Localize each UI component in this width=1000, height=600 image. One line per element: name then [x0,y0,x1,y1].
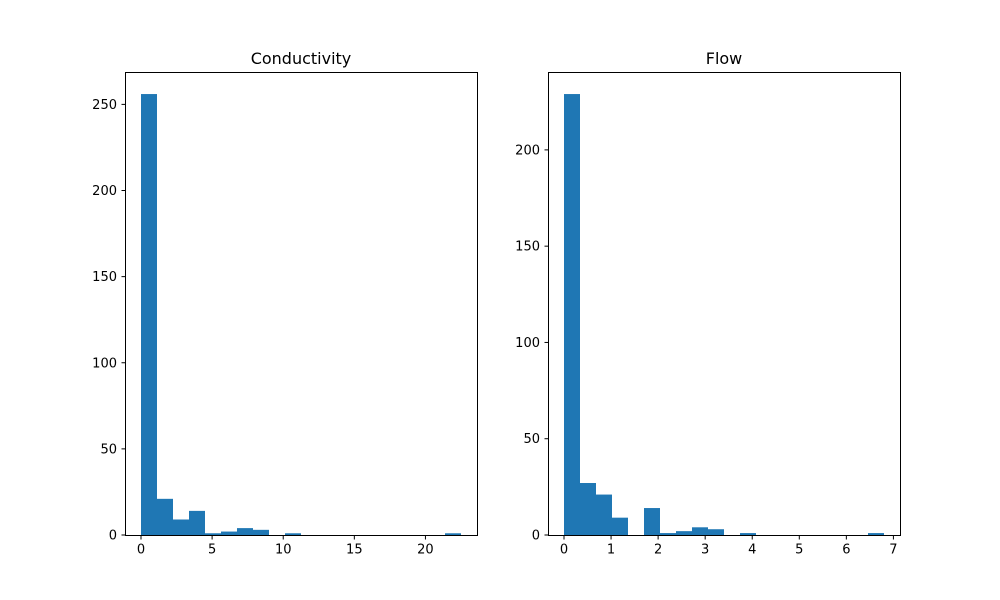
conductivity-y-tick-label: 0 [109,529,117,544]
conductivity-x-tick-label: 5 [208,543,216,558]
flow-histogram-bar [692,527,708,535]
flow-x-tick-label: 5 [795,543,803,558]
conductivity-x-tick-label: 10 [275,543,292,558]
conductivity-x-tick-label: 20 [417,543,434,558]
flow-histogram-bar [612,517,628,535]
flow-x-tick-label: 2 [654,543,662,558]
conductivity-y-tick-label: 200 [92,184,117,199]
flow-y-tick-label: 150 [515,240,540,255]
flow-x-tick-label: 7 [889,543,897,558]
flow-histogram-bar [580,483,596,535]
flow-x-tick-label: 6 [842,543,850,558]
conductivity-histogram-bar [157,498,173,535]
flow-x-tick-label: 4 [748,543,756,558]
flow-histogram-bar [644,508,660,535]
conductivity-y-tick-label: 50 [100,442,117,457]
flow-histogram-bar [660,533,676,535]
flow-y-tick-label: 50 [523,432,540,447]
flow-histogram-bar [596,494,612,535]
conductivity-histogram-title: Conductivity [251,49,352,68]
conductivity-x-tick-label: 15 [346,543,363,558]
flow-histogram-bar [868,533,884,535]
flow-histogram-bar [740,533,756,535]
conductivity-y-tick-label: 250 [92,98,117,113]
conductivity-y-tick-label: 150 [92,270,117,285]
conductivity-histogram-bar [221,531,237,535]
conductivity-axes-frame [125,72,478,536]
conductivity-histogram-bar [173,519,189,535]
conductivity-histogram-bar [141,94,157,536]
conductivity-y-tick-label: 100 [92,356,117,371]
conductivity-histogram-bar [285,533,301,535]
conductivity-x-tick-label: 0 [137,543,145,558]
flow-x-tick-label: 0 [560,543,568,558]
conductivity-histogram-bar [253,529,269,535]
conductivity-histogram-bar [189,510,205,535]
flow-y-tick-label: 100 [515,336,540,351]
flow-histogram-panel: Flow 0 1 2 3 4 5 6 7 0 50 100 150 200 [515,49,901,558]
flow-histogram-bar [676,531,692,535]
flow-y-tick-label: 0 [532,529,540,544]
flow-histogram-bar [708,529,724,535]
flow-histogram-title: Flow [706,49,743,68]
flow-axes-frame [548,72,901,536]
conductivity-histogram-bar [237,528,253,535]
flow-y-tick-label: 200 [515,143,540,158]
conductivity-histogram-bar [205,533,221,535]
conductivity-histogram-bar [445,533,461,535]
flow-x-tick-label: 1 [607,543,615,558]
flow-histogram-bar [564,94,580,536]
flow-x-tick-label: 3 [701,543,709,558]
